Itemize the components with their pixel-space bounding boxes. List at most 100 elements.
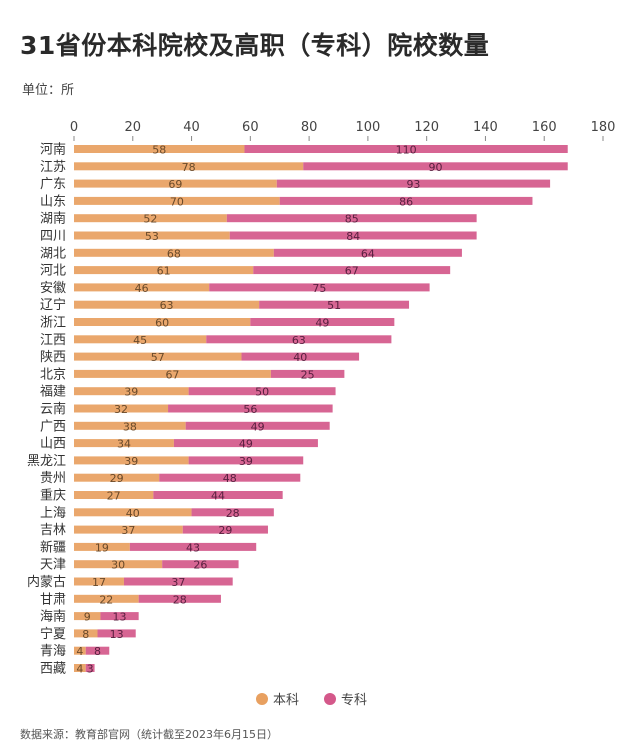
value-label-benke: 38 — [123, 420, 137, 433]
legend: 本科 专科 — [256, 693, 367, 708]
category-label: 贵州 — [40, 471, 66, 486]
bar-benke — [74, 508, 192, 517]
bar-zhuanke — [173, 439, 318, 448]
category-label: 上海 — [40, 506, 66, 521]
value-label-zhuanke: 51 — [327, 299, 341, 312]
value-label-benke: 19 — [95, 541, 109, 554]
value-label-zhuanke: 90 — [428, 161, 442, 174]
value-label-benke: 9 — [84, 611, 91, 624]
value-label-benke: 70 — [170, 195, 184, 208]
bar-zhuanke — [253, 266, 451, 275]
value-label-zhuanke: 48 — [223, 472, 237, 485]
category-label: 安徽 — [40, 281, 66, 296]
category-label: 江西 — [40, 333, 66, 348]
legend-swatch — [324, 693, 336, 705]
x-tick-label: 0 — [70, 120, 78, 135]
category-label: 吉林 — [40, 523, 66, 538]
bar-benke — [74, 352, 242, 361]
category-label: 新疆 — [40, 539, 66, 555]
category-label: 重庆 — [40, 488, 66, 504]
bar-benke — [74, 335, 207, 344]
x-tick-label: 160 — [532, 120, 557, 135]
bar-benke — [74, 664, 86, 672]
bar-zhuanke — [276, 179, 551, 188]
category-label: 辽宁 — [40, 297, 66, 313]
category-label: 广西 — [40, 419, 66, 434]
bar-zhuanke — [209, 283, 430, 292]
value-label-benke: 37 — [121, 524, 135, 537]
category-label: 山西 — [40, 437, 66, 452]
legend-label: 本科 — [273, 693, 299, 708]
value-label-benke: 45 — [133, 334, 147, 347]
bar-zhuanke — [153, 491, 283, 499]
bar-zhuanke — [85, 664, 95, 672]
bar-zhuanke — [97, 629, 136, 638]
value-label-benke: 4 — [76, 645, 83, 658]
bar-zhuanke — [188, 387, 336, 396]
value-label-benke: 27 — [107, 490, 121, 503]
x-tick-label: 120 — [414, 120, 439, 135]
bar-zhuanke — [138, 594, 221, 603]
bar-benke — [74, 612, 101, 621]
category-label: 北京 — [40, 367, 66, 382]
bar-zhuanke — [123, 577, 233, 586]
category-label: 青海 — [40, 644, 66, 659]
x-tick-label: 20 — [125, 120, 142, 135]
bar-benke — [74, 491, 154, 499]
x-axis: 0 20 40 60 80 100 120 140 160 180 — [70, 120, 615, 141]
value-label-benke: 40 — [126, 507, 140, 520]
value-label-zhuanke: 75 — [312, 282, 326, 295]
category-label: 河北 — [40, 264, 66, 279]
bar-benke — [74, 179, 277, 188]
category-label: 黑龙江 — [27, 454, 66, 469]
bar-benke — [74, 300, 260, 309]
bar-zhuanke — [100, 612, 139, 621]
bar-zhuanke — [85, 646, 110, 655]
value-label-benke: 34 — [117, 438, 131, 451]
bar-zhuanke — [191, 508, 274, 517]
value-label-benke: 67 — [165, 368, 179, 381]
value-label-zhuanke: 26 — [193, 559, 207, 572]
bar-benke — [74, 214, 227, 223]
x-tick-label: 60 — [242, 120, 259, 135]
bar-benke — [74, 196, 280, 205]
value-label-benke: 30 — [111, 559, 125, 572]
value-label-zhuanke: 85 — [345, 213, 359, 226]
category-label: 宁夏 — [40, 626, 66, 642]
bar-zhuanke — [162, 560, 239, 569]
value-label-benke: 52 — [143, 213, 157, 226]
value-label-zhuanke: 40 — [293, 351, 307, 364]
category-label: 西藏 — [40, 662, 66, 677]
bar-zhuanke — [188, 456, 304, 465]
value-label-zhuanke: 49 — [239, 438, 253, 451]
value-label-zhuanke: 44 — [211, 490, 225, 503]
value-label-zhuanke: 3 — [87, 663, 94, 676]
category-label: 山东 — [40, 194, 66, 209]
bar-benke — [74, 266, 254, 275]
value-label-zhuanke: 56 — [243, 403, 257, 416]
bar-zhuanke — [182, 525, 268, 534]
value-label-zhuanke: 50 — [255, 386, 269, 399]
value-label-benke: 63 — [160, 299, 174, 312]
value-label-benke: 22 — [99, 593, 113, 606]
x-tick-label: 80 — [301, 120, 318, 135]
value-label-zhuanke: 28 — [173, 593, 187, 606]
bar-zhuanke — [250, 318, 395, 326]
bar-zhuanke — [185, 421, 330, 430]
bar-benke — [74, 404, 169, 413]
value-label-zhuanke: 8 — [94, 645, 101, 658]
bar-zhuanke — [241, 352, 360, 361]
bar-benke — [74, 439, 174, 448]
value-label-zhuanke: 84 — [346, 230, 360, 243]
bar-benke — [74, 369, 271, 378]
value-label-zhuanke: 29 — [218, 524, 232, 537]
unit-label: 单位：所 — [22, 83, 75, 98]
value-label-benke: 61 — [157, 265, 171, 278]
x-tick-label: 140 — [473, 120, 498, 135]
value-label-benke: 69 — [168, 178, 182, 191]
value-label-benke: 8 — [82, 628, 89, 641]
category-label: 内蒙古 — [27, 574, 66, 590]
value-label-zhuanke: 86 — [399, 195, 413, 208]
bar-benke — [74, 162, 304, 171]
